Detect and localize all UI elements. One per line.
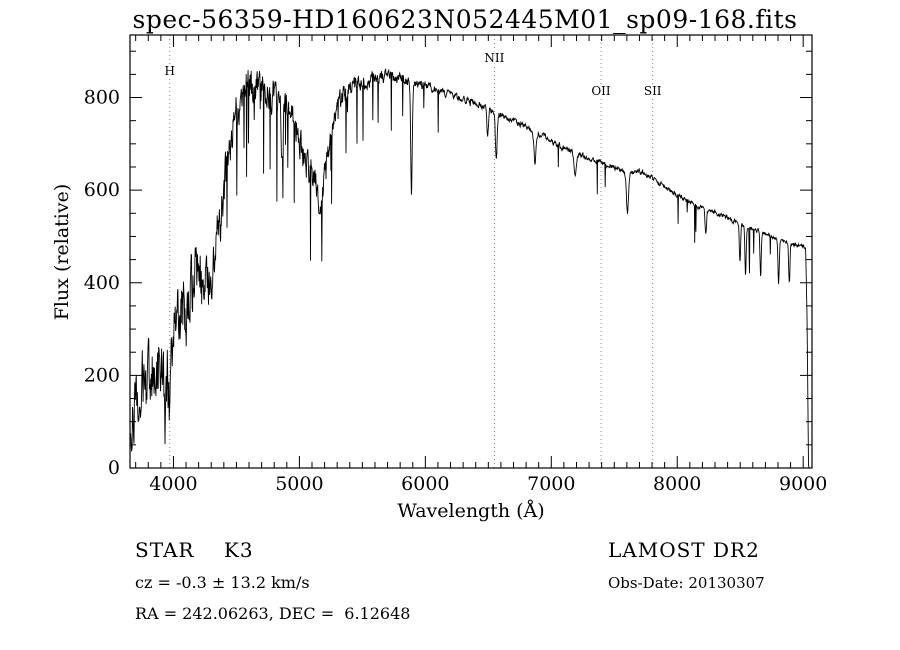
spectral-line-label: H xyxy=(164,64,174,78)
plot-frame xyxy=(129,34,813,469)
y-tick-label: 200 xyxy=(84,364,120,386)
x-tick-label: 7000 xyxy=(527,473,575,495)
x-tick-label: 8000 xyxy=(653,473,701,495)
x-tick-label: 9000 xyxy=(779,473,827,495)
x-axis-label: Wavelength (Å) xyxy=(397,500,545,522)
spectral-line-label: OII xyxy=(591,84,611,98)
spectral-line-label: SII xyxy=(644,84,662,98)
radial-velocity-text: cz = -0.3 ± 13.2 km/s xyxy=(135,573,310,592)
x-tick-label: 6000 xyxy=(401,473,449,495)
flux-curve xyxy=(130,68,810,468)
survey-name-text: LAMOST DR2 xyxy=(608,538,760,562)
x-tick-label: 4000 xyxy=(149,473,197,495)
y-tick-label: 0 xyxy=(108,457,120,479)
spectral-line-label: NII xyxy=(484,51,504,65)
x-tick-label: 5000 xyxy=(275,473,323,495)
obs-date-text: Obs-Date: 20130307 xyxy=(608,574,765,592)
y-axis-label: Flux (relative) xyxy=(51,183,73,321)
y-tick-label: 400 xyxy=(84,272,120,294)
object-class-text: STAR K3 xyxy=(135,538,254,562)
spectrum-plot: H NII OII SII 4000 5000 6000 7000 8000 9000 0 200 40… xyxy=(84,34,827,495)
plot-title: spec-56359-HD160623N052445M01_sp09-168.f… xyxy=(132,5,798,34)
y-tick-label: 600 xyxy=(84,179,120,201)
y-tick-label: 800 xyxy=(84,87,120,109)
ra-dec-text: RA = 242.06263, DEC = 6.12648 xyxy=(135,604,411,623)
